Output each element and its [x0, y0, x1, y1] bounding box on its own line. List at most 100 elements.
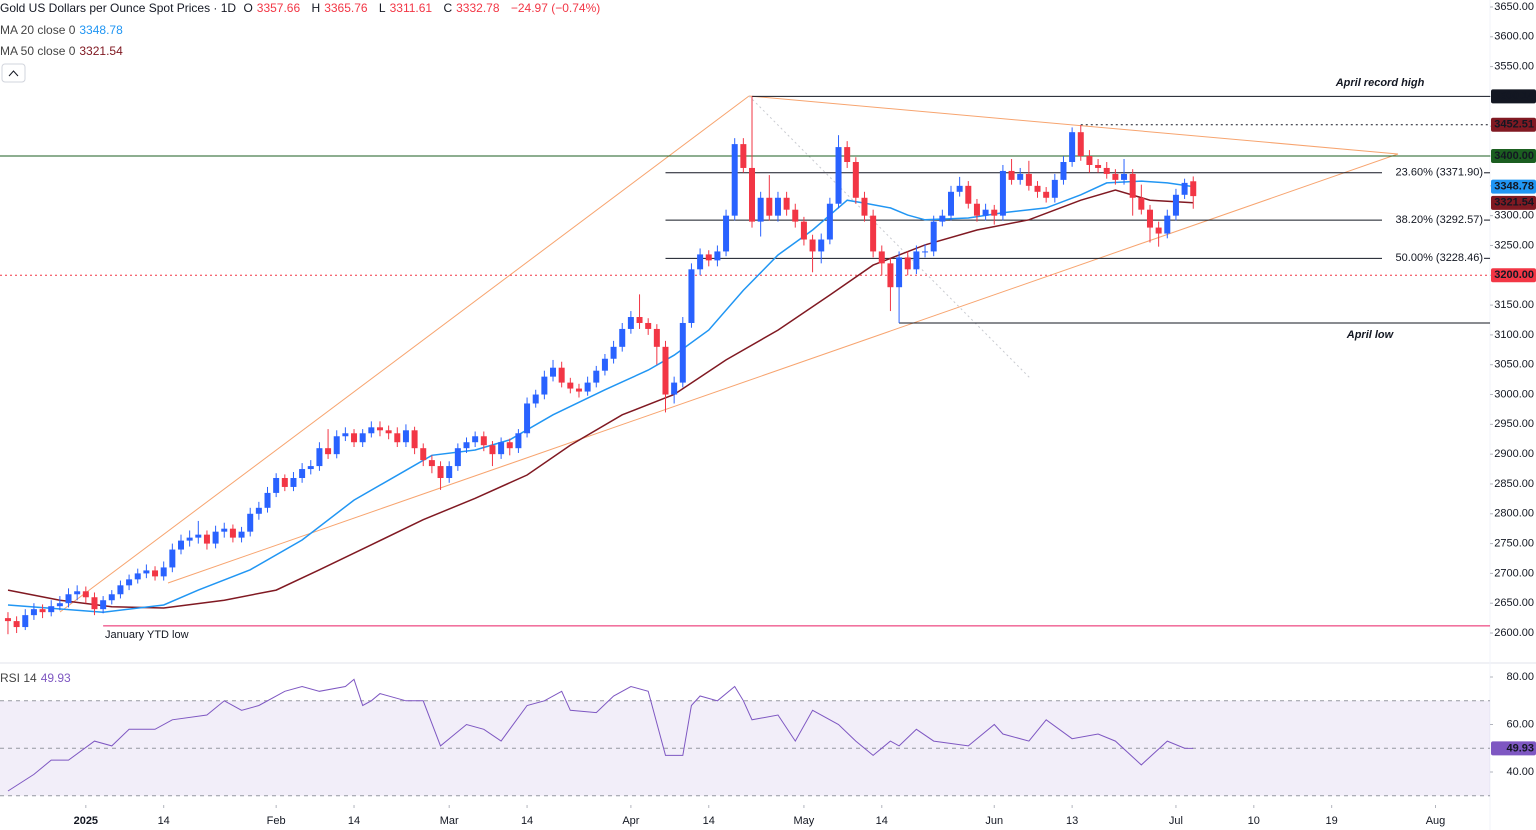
- candle-body: [774, 197, 781, 216]
- candle-body: [489, 445, 496, 455]
- collapse-button[interactable]: [1, 63, 26, 83]
- button-frame[interactable]: [1, 63, 26, 83]
- candle-body: [740, 144, 747, 168]
- candle-body: [627, 317, 634, 329]
- price-tag: [1491, 741, 1536, 756]
- candle-body: [1025, 173, 1032, 186]
- candle-body: [186, 537, 193, 541]
- fib-label: 23.60% (3371.90): [1396, 167, 1483, 179]
- x-tick-label: 13: [1066, 815, 1078, 827]
- ma50-legend: MA 50 close 0 3321.54: [0, 44, 127, 58]
- candle-body: [653, 328, 660, 347]
- candle-body: [1121, 173, 1128, 180]
- candle-body: [463, 442, 470, 449]
- candle-body: [1146, 209, 1153, 228]
- candle-body: [333, 436, 340, 455]
- fib-label: 50.00% (3228.46): [1396, 252, 1483, 264]
- candle-body: [169, 549, 176, 568]
- candle-body: [117, 585, 124, 595]
- candle-body: [472, 436, 479, 443]
- price-tag-label: 3400.00: [1494, 150, 1534, 162]
- x-tick-label: Aug: [1426, 815, 1446, 827]
- title: Gold US Dollars per Ounce Spot Prices · …: [0, 1, 237, 15]
- candle-body: [541, 376, 548, 395]
- candle-body: [792, 209, 799, 222]
- candle-body: [662, 346, 669, 395]
- candle-body: [126, 579, 133, 586]
- candle-body: [922, 251, 929, 253]
- candle-body: [999, 170, 1006, 216]
- candle-body: [342, 433, 349, 437]
- price-tag: [1491, 268, 1536, 283]
- legend-name: MA 50 close 0: [0, 44, 76, 58]
- candle-body: [567, 382, 574, 389]
- candle-body: [1077, 132, 1084, 157]
- candle-body: [688, 269, 695, 323]
- x-tick-label: Feb: [267, 815, 286, 827]
- x-tick-label: May: [794, 815, 815, 827]
- candle-body: [575, 388, 582, 392]
- candle-body: [818, 239, 825, 252]
- candle-body: [1008, 170, 1015, 180]
- candle-body: [1190, 181, 1197, 197]
- y-tick-label: 2600.00: [1494, 627, 1534, 639]
- candle-body: [705, 254, 712, 261]
- candle-body: [1129, 173, 1136, 198]
- y-tick-label: 3250.00: [1494, 239, 1534, 251]
- candle-body: [56, 603, 63, 607]
- ma20-line: [7, 180, 1194, 613]
- header-line: Gold US Dollars per Ounce Spot Prices · …: [0, 1, 604, 15]
- candle-body: [13, 621, 20, 628]
- candle-body: [913, 251, 920, 270]
- candle-body: [108, 594, 115, 601]
- x-tick-label: Jun: [985, 815, 1003, 827]
- y-tick-label: 3150.00: [1494, 299, 1534, 311]
- candle-body: [714, 251, 721, 261]
- candle-body: [143, 570, 150, 574]
- legend-value: 3348.78: [79, 23, 123, 37]
- ohlc-value: 3311.61: [389, 1, 433, 15]
- candle-body: [4, 618, 11, 622]
- trend-line: [748, 95, 1031, 379]
- candle-body: [177, 540, 184, 550]
- candle-body: [861, 197, 868, 216]
- ohlc: C 3332.78: [443, 1, 503, 15]
- candle-body: [351, 433, 358, 443]
- candle-body: [411, 430, 418, 449]
- ohlc: H 3365.76: [312, 1, 372, 15]
- x-tick-label: Jul: [1169, 815, 1183, 827]
- ma50-line: [7, 189, 1194, 609]
- candle-body: [506, 442, 513, 449]
- ma20-legend: MA 20 close 0 3348.78: [0, 23, 127, 37]
- candle-body: [878, 251, 885, 264]
- y-tick-label: 3000.00: [1494, 388, 1534, 400]
- ohlc-value: 3357.66: [256, 1, 301, 15]
- candle-body: [766, 197, 773, 216]
- candle-body: [671, 382, 678, 395]
- candle-body: [731, 144, 738, 216]
- candle-body: [930, 221, 937, 252]
- candle-body: [1095, 164, 1102, 168]
- candle-body: [749, 167, 756, 222]
- candle-body: [800, 221, 807, 240]
- candle-body: [645, 322, 652, 329]
- x-tick-label: 19: [1326, 815, 1338, 827]
- rsi-tick-label: 60.00: [1506, 718, 1534, 730]
- candle-body: [965, 185, 972, 204]
- y-tick-label: 3650.00: [1494, 1, 1534, 13]
- candle-body: [826, 203, 833, 240]
- candle-body: [601, 358, 608, 371]
- candle-body: [1103, 167, 1110, 174]
- trend-drawings: [59, 95, 1399, 613]
- y-tick-label: 3600.00: [1494, 31, 1534, 43]
- candle-body: [480, 436, 487, 446]
- candle-body: [152, 570, 159, 577]
- price-tag-label: 3200.00: [1494, 269, 1534, 281]
- x-tick-label: 10: [1248, 815, 1260, 827]
- candle-body: [100, 600, 107, 610]
- candle-body: [1034, 185, 1041, 192]
- candle-body: [679, 322, 686, 383]
- y-tick-label: 3300.00: [1494, 210, 1534, 222]
- ohlc-key: C: [443, 1, 453, 15]
- candle-body: [229, 528, 236, 538]
